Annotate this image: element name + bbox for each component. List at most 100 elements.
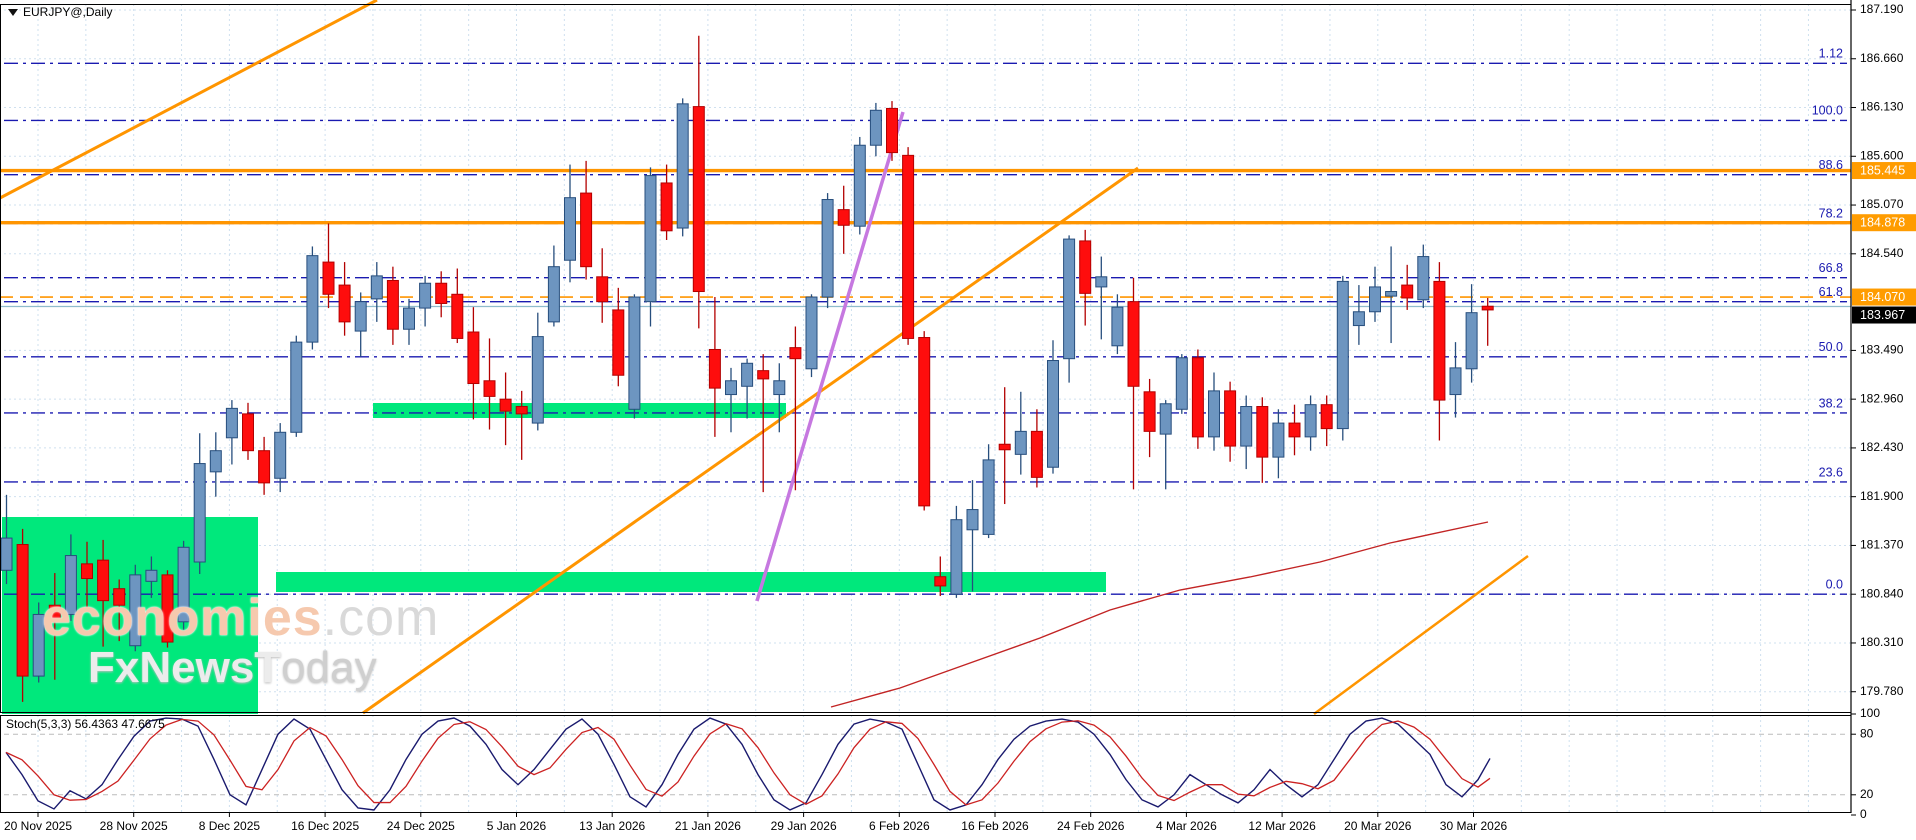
candle-body bbox=[515, 406, 528, 415]
candle-body bbox=[1014, 430, 1027, 455]
candle-body bbox=[757, 370, 770, 380]
candle-body bbox=[290, 341, 303, 433]
stoch-scale-label: 80 bbox=[1860, 726, 1874, 740]
stochastic-main-line bbox=[5, 717, 1491, 811]
candle-body bbox=[225, 407, 238, 439]
candle-body bbox=[1433, 280, 1446, 401]
candle-body bbox=[1465, 312, 1478, 370]
candle-body bbox=[596, 276, 609, 303]
candle-body bbox=[16, 544, 29, 677]
candle-body bbox=[1127, 301, 1140, 387]
fib-label: 1.12 bbox=[1819, 47, 1843, 61]
date-label: 29 Jan 2026 bbox=[771, 819, 837, 833]
candle-body bbox=[644, 175, 657, 303]
price-tick-label: 185.070 bbox=[1860, 197, 1904, 211]
stoch-scale-label: 20 bbox=[1860, 787, 1874, 801]
candle-body bbox=[467, 331, 480, 385]
candle-body bbox=[1030, 430, 1043, 478]
date-label: 12 Mar 2026 bbox=[1248, 819, 1316, 833]
candle-body bbox=[1401, 284, 1414, 299]
candle-body bbox=[435, 282, 448, 304]
candle-body bbox=[1095, 276, 1108, 288]
candle-body bbox=[129, 574, 142, 647]
date-label: 21 Jan 2026 bbox=[675, 819, 741, 833]
trendline-upper-left-channel bbox=[0, 0, 378, 200]
candle-body bbox=[1385, 291, 1398, 297]
fib-label: 88.6 bbox=[1819, 158, 1843, 172]
price-tag-184.070 bbox=[1852, 288, 1916, 306]
candle-body bbox=[1336, 280, 1349, 430]
price-tick-label: 182.960 bbox=[1860, 391, 1904, 405]
price-tick-label: 180.840 bbox=[1860, 586, 1904, 600]
price-tick-label: 183.490 bbox=[1860, 343, 1904, 357]
candle-body bbox=[998, 443, 1011, 451]
candle-body bbox=[1449, 367, 1462, 396]
date-label: 24 Feb 2026 bbox=[1057, 819, 1125, 833]
candle-body bbox=[81, 563, 93, 580]
price-tag-text: 184.070 bbox=[1860, 290, 1905, 304]
candle-body bbox=[676, 103, 689, 229]
candle-body bbox=[934, 576, 947, 587]
candle-body bbox=[483, 380, 496, 397]
candle-body bbox=[97, 559, 110, 602]
candle-body bbox=[1111, 306, 1124, 347]
stochastic-indicator-label: Stoch(5,3,3) 56.4363 47.6675 bbox=[6, 717, 165, 731]
candle-body bbox=[48, 604, 61, 620]
support-zone bbox=[373, 403, 786, 418]
date-label: 28 Nov 2025 bbox=[100, 819, 168, 833]
date-label: 20 Nov 2025 bbox=[4, 819, 72, 833]
candle-body bbox=[0, 537, 13, 571]
candle-body bbox=[692, 106, 705, 293]
candle-body bbox=[547, 266, 560, 323]
candle-body bbox=[306, 255, 319, 343]
fib-label: 50.0 bbox=[1819, 340, 1843, 354]
stoch-scale-label: 100 bbox=[1860, 706, 1880, 720]
date-label: 16 Feb 2026 bbox=[961, 819, 1029, 833]
candle-body bbox=[1272, 422, 1285, 458]
candle-body bbox=[1256, 406, 1269, 458]
price-tick-label: 185.600 bbox=[1860, 148, 1904, 162]
stoch-scale-label: 0 bbox=[1860, 807, 1867, 821]
candle-body bbox=[32, 613, 45, 677]
candle-body bbox=[1143, 391, 1156, 432]
candle-body bbox=[805, 296, 818, 370]
candle-body bbox=[660, 182, 673, 232]
candle-body bbox=[386, 279, 399, 330]
fib-label: 23.6 bbox=[1819, 465, 1843, 479]
candle-body bbox=[1047, 360, 1059, 468]
fib-label: 61.8 bbox=[1819, 285, 1843, 299]
candle-body bbox=[628, 296, 641, 410]
fib-label: 0.0 bbox=[1826, 577, 1843, 591]
candle-body bbox=[1224, 390, 1237, 447]
candle-body bbox=[869, 109, 882, 146]
candle-body bbox=[1079, 240, 1092, 294]
price-tick-label: 182.430 bbox=[1860, 440, 1904, 454]
date-label: 13 Jan 2026 bbox=[579, 819, 645, 833]
date-label: 16 Dec 2025 bbox=[291, 819, 359, 833]
candle-body bbox=[354, 301, 367, 332]
candle-body bbox=[1352, 311, 1365, 327]
candle-body bbox=[789, 347, 802, 360]
candle-body bbox=[950, 519, 963, 595]
price-tick-label: 181.370 bbox=[1860, 538, 1904, 552]
candle-body bbox=[821, 199, 834, 298]
candle-body bbox=[1240, 406, 1253, 447]
candle-body bbox=[499, 398, 512, 412]
candle-body bbox=[708, 348, 721, 389]
candle-body bbox=[338, 284, 351, 323]
candle-body bbox=[1208, 390, 1220, 438]
date-label: 30 Mar 2026 bbox=[1440, 819, 1508, 833]
candle-body bbox=[741, 362, 754, 387]
candle-body bbox=[370, 275, 383, 300]
date-label: 20 Mar 2026 bbox=[1344, 819, 1412, 833]
price-tag-184.878 bbox=[1852, 214, 1916, 232]
candle-body bbox=[966, 509, 979, 531]
price-tick-label: 186.660 bbox=[1860, 51, 1904, 65]
symbol-dropdown-icon[interactable] bbox=[8, 8, 18, 16]
candle-body bbox=[161, 574, 174, 643]
candle-body bbox=[1063, 238, 1076, 360]
candle-body bbox=[419, 282, 432, 309]
candle-body bbox=[580, 192, 593, 268]
price-tag-185.445 bbox=[1852, 162, 1916, 180]
